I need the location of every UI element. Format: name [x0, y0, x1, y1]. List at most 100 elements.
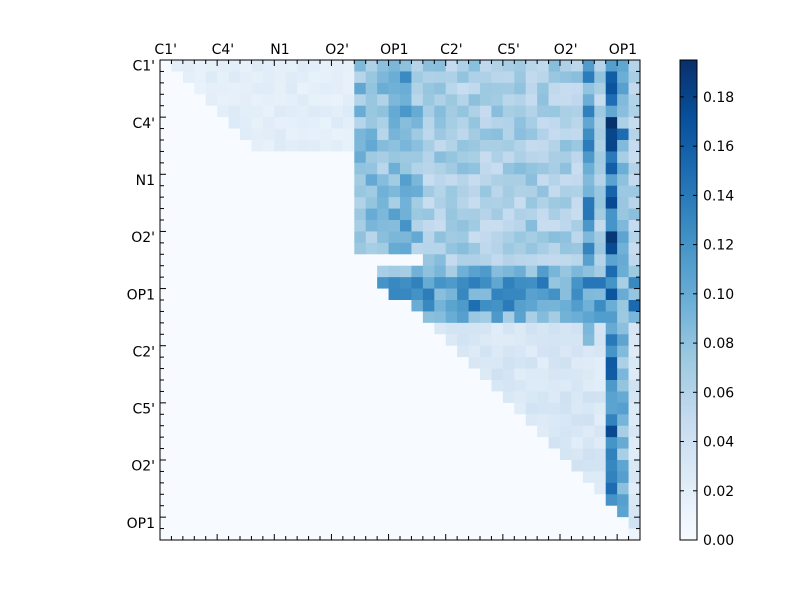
heatmap-cell — [217, 505, 229, 518]
heatmap-cell — [285, 94, 298, 107]
heatmap-cell — [365, 288, 378, 301]
heatmap-cell — [388, 345, 401, 358]
heatmap-cell — [582, 414, 595, 427]
heatmap-cell — [262, 425, 275, 438]
heatmap-cell — [171, 380, 184, 392]
heatmap-cell — [354, 94, 367, 107]
heatmap-cell — [468, 437, 481, 449]
heatmap-cell — [285, 402, 298, 415]
heatmap-cell — [285, 322, 298, 335]
heatmap-cell — [354, 448, 367, 461]
heatmap-cell — [514, 322, 527, 335]
heatmap-cell — [205, 265, 218, 278]
heatmap-cell — [217, 334, 229, 347]
heatmap-cell — [194, 460, 207, 472]
heatmap-cell — [308, 277, 321, 289]
heatmap-cell — [240, 117, 252, 129]
heatmap-cell — [491, 140, 504, 152]
heatmap-cell — [514, 174, 527, 187]
heatmap-cell — [205, 425, 218, 438]
heatmap-cell — [411, 197, 424, 209]
heatmap-cell — [320, 414, 332, 427]
heatmap-cell — [331, 197, 344, 209]
heatmap-cell — [605, 105, 618, 118]
heatmap-cell — [514, 128, 527, 141]
heatmap-cell — [548, 448, 561, 461]
heatmap-cell — [377, 277, 389, 289]
heatmap-cell — [422, 528, 435, 541]
heatmap-cell — [548, 368, 561, 381]
heatmap-cell — [400, 231, 412, 244]
heatmap-cell — [182, 380, 195, 392]
heatmap-cell — [617, 208, 629, 221]
heatmap-cell — [411, 105, 424, 118]
heatmap-cell — [582, 288, 595, 301]
heatmap-cell — [582, 197, 595, 209]
heatmap-cell — [571, 380, 584, 392]
heatmap-cell — [571, 494, 584, 507]
heatmap-cell — [205, 460, 218, 472]
heatmap-cell — [617, 448, 629, 461]
heatmap-cell — [468, 82, 481, 95]
heatmap-cell — [571, 288, 584, 301]
heatmap-cell — [502, 357, 515, 369]
heatmap-cell — [594, 300, 607, 312]
heatmap-cell — [285, 425, 298, 438]
heatmap-cell — [182, 162, 195, 175]
heatmap-cell — [377, 471, 389, 484]
heatmap-cell — [594, 140, 607, 152]
heatmap-cell — [171, 300, 184, 312]
heatmap-cell — [571, 197, 584, 209]
heatmap-cell — [628, 437, 641, 449]
heatmap-cell — [548, 425, 561, 438]
heatmap-cell — [297, 322, 309, 335]
heatmap-cell — [388, 71, 401, 84]
heatmap-cell — [628, 368, 641, 381]
heatmap-cell — [445, 140, 458, 152]
heatmap-cell — [331, 117, 344, 129]
heatmap-cell — [400, 94, 412, 107]
heatmap-cell — [308, 482, 321, 495]
heatmap-cell — [480, 380, 492, 392]
heatmap-cell — [285, 528, 298, 541]
heatmap-cell — [217, 220, 229, 232]
heatmap-cell — [388, 460, 401, 472]
heatmap-cell — [457, 174, 469, 187]
heatmap-cell — [308, 288, 321, 301]
heatmap-cell — [525, 528, 538, 541]
heatmap-cell — [548, 220, 561, 232]
heatmap-cell — [617, 71, 629, 84]
heatmap-cell — [491, 94, 504, 107]
heatmap-cell — [228, 402, 241, 415]
heatmap-cell — [171, 197, 184, 209]
heatmap-cell — [365, 162, 378, 175]
heatmap-cell — [182, 322, 195, 335]
heatmap-cell — [411, 517, 424, 529]
heatmap-cell — [182, 368, 195, 381]
heatmap-cell — [342, 94, 355, 107]
heatmap-cell — [205, 437, 218, 449]
heatmap-cell — [537, 94, 549, 107]
heatmap-cell — [205, 471, 218, 484]
heatmap-cell — [480, 174, 492, 187]
heatmap-cell — [491, 460, 504, 472]
y-tick-label: O2' — [131, 459, 155, 475]
heatmap-cell — [628, 357, 641, 369]
heatmap-cell — [308, 174, 321, 187]
heatmap-cell — [194, 71, 207, 84]
heatmap-cell — [228, 71, 241, 84]
heatmap-cell — [262, 254, 275, 267]
heatmap-cell — [491, 300, 504, 312]
heatmap-cell — [434, 528, 447, 541]
heatmap-cell — [240, 208, 252, 221]
heatmap-cell — [594, 368, 607, 381]
heatmap-cell — [274, 402, 287, 415]
heatmap-cell — [205, 128, 218, 141]
y-tick-label: C1' — [132, 59, 155, 75]
heatmap-cell — [228, 334, 241, 347]
heatmap-cell — [594, 448, 607, 461]
heatmap-cell — [285, 482, 298, 495]
heatmap-cell — [514, 494, 527, 507]
heatmap-cell — [331, 288, 344, 301]
heatmap-cell — [480, 220, 492, 232]
